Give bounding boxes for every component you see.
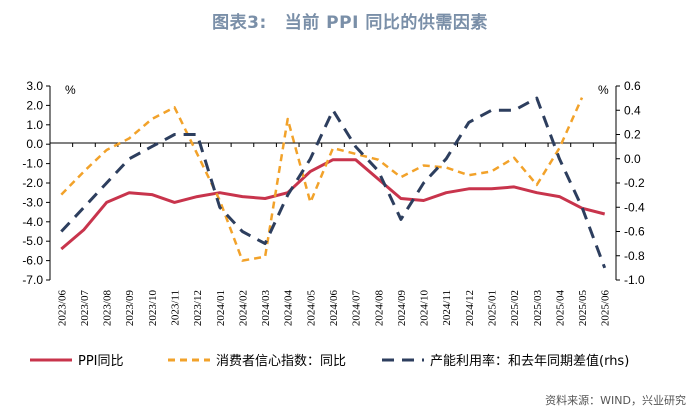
legend-item-consumer: 消费者信心指数：同比 <box>166 350 346 369</box>
x-axis-tick-label: 2023/10 <box>147 290 159 327</box>
legend-label-ppi: PPI同比 <box>78 354 124 369</box>
right-axis-tick-label: -0.2 <box>624 176 645 190</box>
figure-title: 当前 PPI 同比的供需因素 <box>284 13 488 33</box>
tick-labels: 3.0 2.0 1.0 0.0 -1.0 -2.0 -3.0 -4.0 -5.0 -6.0 -7.0… <box>22 79 645 326</box>
left-axis-tick-label: 2.0 <box>26 98 43 112</box>
left-axis-unit: % <box>65 83 76 97</box>
x-axis-tick-label: 2025/04 <box>554 290 566 327</box>
left-axis-tick-label: 3.0 <box>26 79 43 93</box>
right-axis-tick-label: -0.6 <box>624 225 645 239</box>
legend: PPI同比 消费者信心指数：同比 产能利用率：和去年同期差值(rhs) <box>28 350 688 372</box>
x-axis-tick-label: 2025/06 <box>600 290 612 327</box>
right-axis-tick-label: 0.6 <box>624 79 641 93</box>
x-axis-tick-label: 2025/02 <box>509 290 521 326</box>
x-axis-tick-label: 2024/03 <box>260 290 272 327</box>
series-lines <box>60 96 607 269</box>
right-axis-unit: % <box>598 83 609 97</box>
x-axis-tick-label: 2025/01 <box>486 290 498 326</box>
x-axis-tick-label: 2024/05 <box>305 290 317 327</box>
legend-label-consumer: 消费者信心指数：同比 <box>216 354 347 369</box>
right-axis-tick-label: -0.8 <box>624 249 645 263</box>
x-axis-tick-label: 2023/09 <box>124 290 136 327</box>
left-axis-tick-label: -7.0 <box>22 273 43 287</box>
right-axis-tick-label: 0.2 <box>624 128 641 142</box>
x-axis-tick-label: 2024/02 <box>237 290 249 326</box>
source-note: 资料来源：WIND，兴业研究 <box>545 394 686 407</box>
right-axis-tick-label: 0.0 <box>624 152 641 166</box>
legend-swatch-ppi <box>30 358 72 361</box>
left-axis-tick-label: -1.0 <box>22 157 43 171</box>
legend-item-capacity: 产能利用率：和去年同期差值(rhs) <box>380 350 629 369</box>
legend-swatch-capacity <box>382 358 424 361</box>
x-axis-tick-label: 2024/10 <box>419 290 431 327</box>
x-axis-tick-label: 2024/09 <box>396 290 408 327</box>
axes <box>46 85 620 281</box>
chart-title: 图表3: 当前 PPI 同比的供需因素 <box>0 8 700 33</box>
legend-label-capacity: 产能利用率：和去年同期差值(rhs) <box>430 354 630 369</box>
x-axis-tick-label: 2024/07 <box>351 290 363 327</box>
x-axis-tick-label: 2025/03 <box>532 290 544 327</box>
x-axis-tick-label: 2024/01 <box>215 290 227 326</box>
x-axis-tick-label: 2024/08 <box>373 290 385 327</box>
legend-item-ppi: PPI同比 <box>28 350 124 369</box>
series-line-ppi <box>60 158 606 251</box>
left-axis-tick-label: -5.0 <box>22 234 43 248</box>
x-axis-tick-label: 2025/05 <box>577 290 589 327</box>
x-axis-tick-label: 2023/07 <box>79 290 91 327</box>
legend-swatch-consumer <box>168 358 210 361</box>
x-axis-tick-label: 2024/12 <box>464 290 476 326</box>
left-axis-tick-label: -4.0 <box>22 215 43 229</box>
left-axis-tick-label: -6.0 <box>22 254 43 268</box>
series-line-capacity-utilization <box>60 96 607 269</box>
series-line-consumer-confidence <box>60 97 584 262</box>
x-axis-tick-label: 2023/08 <box>102 290 114 327</box>
left-axis-tick-label: 0.0 <box>26 137 43 151</box>
x-axis-tick-label: 2024/06 <box>328 290 340 327</box>
left-axis-tick-label: -2.0 <box>22 176 43 190</box>
right-axis-tick-label: -1.0 <box>624 273 645 287</box>
x-axis-tick-label: 2023/12 <box>192 290 204 326</box>
right-axis-tick-label: -0.4 <box>624 200 645 214</box>
x-axis-tick-label: 2024/04 <box>283 290 295 327</box>
right-axis-tick-label: 0.4 <box>624 103 641 117</box>
x-axis-tick-label: 2024/11 <box>441 290 453 326</box>
x-axis-tick-label: 2023/11 <box>170 290 182 326</box>
x-axis-tick-label: 2023/06 <box>56 290 68 327</box>
left-axis-tick-label: -3.0 <box>22 195 43 209</box>
figure-label: 图表3: <box>212 13 267 33</box>
left-axis-tick-label: 1.0 <box>26 118 43 132</box>
